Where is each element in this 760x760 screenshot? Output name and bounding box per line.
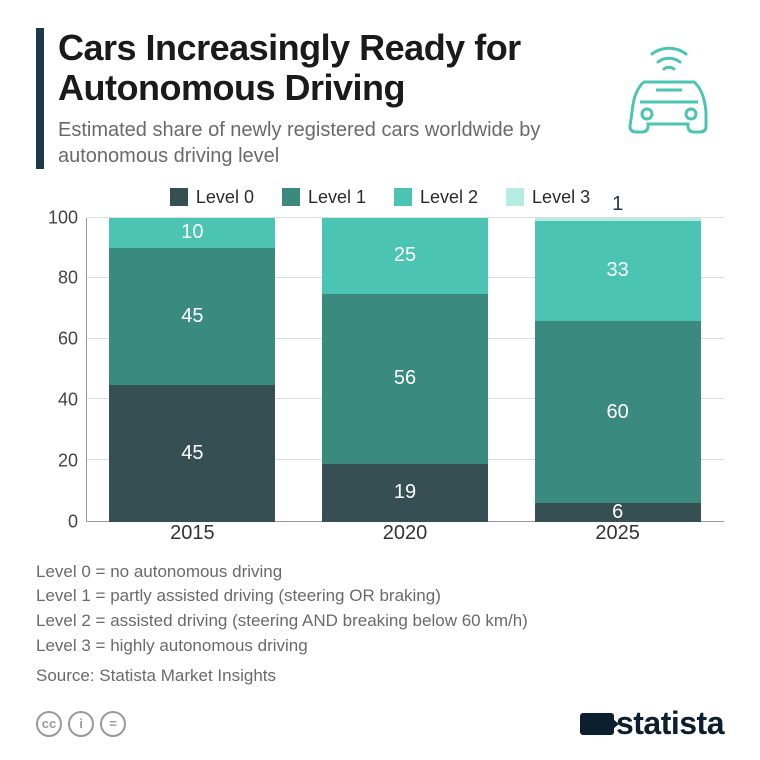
bar-segment: 45	[109, 248, 275, 385]
footer: cci= statista	[36, 705, 724, 742]
bar-segment: 6	[535, 503, 701, 521]
legend-label: Level 1	[308, 187, 366, 208]
y-tick-label: 60	[58, 329, 78, 350]
chart-title: Cars Increasingly Ready for Autonomous D…	[58, 28, 594, 109]
level-definitions: Level 0 = no autonomous drivingLevel 1 =…	[36, 560, 724, 659]
bar: 1 33 60 6	[535, 218, 701, 522]
bar-value-label: 45	[181, 305, 203, 328]
y-tick-label: 20	[58, 450, 78, 471]
legend-label: Level 0	[196, 187, 254, 208]
legend-item: Level 1	[282, 187, 366, 208]
legend-label: Level 3	[532, 187, 590, 208]
chart-subtitle: Estimated share of newly registered cars…	[58, 117, 594, 169]
bar-value-label: 45	[181, 442, 203, 465]
note-line: Level 2 = assisted driving (steering AND…	[36, 609, 724, 634]
x-tick-label: 2020	[322, 522, 488, 548]
legend-label: Level 2	[420, 187, 478, 208]
bars-container: 10 45 45 25 56 19 1 33 60 6	[86, 218, 724, 522]
x-axis-labels: 2015 2020 2025	[86, 522, 724, 548]
note-line: Level 3 = highly autonomous driving	[36, 634, 724, 659]
bar-segment: 56	[322, 294, 488, 464]
bar: 25 56 19	[322, 218, 488, 522]
bar-value-label: 25	[394, 244, 416, 267]
note-line: Level 0 = no autonomous driving	[36, 560, 724, 585]
y-tick-label: 80	[58, 268, 78, 289]
legend-swatch-icon	[282, 188, 300, 206]
bar-segment: 60	[535, 321, 701, 503]
brand-logo: statista	[580, 705, 724, 742]
brand-text: statista	[616, 705, 724, 742]
legend-swatch-icon	[394, 188, 412, 206]
cc-icon: cc	[36, 711, 62, 737]
y-tick-label: 100	[48, 207, 78, 228]
y-tick-label: 40	[58, 390, 78, 411]
license-icons: cci=	[36, 711, 126, 737]
bar-segment: 1	[535, 218, 701, 221]
header: Cars Increasingly Ready for Autonomous D…	[36, 28, 724, 169]
legend-item: Level 0	[170, 187, 254, 208]
legend-item: Level 3	[506, 187, 590, 208]
legend-swatch-icon	[170, 188, 188, 206]
y-tick-label: 0	[68, 511, 78, 532]
x-tick-label: 2015	[109, 522, 275, 548]
legend-swatch-icon	[506, 188, 524, 206]
bar-segment: 25	[322, 218, 488, 294]
bar-value-label: 60	[607, 401, 629, 424]
bar: 10 45 45	[109, 218, 275, 522]
bar-value-label: 56	[394, 367, 416, 390]
car-wifi-icon	[614, 34, 724, 149]
bar-segment: 19	[322, 464, 488, 522]
bar-segment: 10	[109, 218, 275, 248]
cc-icon: i	[68, 711, 94, 737]
source-text: Source: Statista Market Insights	[36, 666, 724, 686]
x-tick-label: 2025	[535, 522, 701, 548]
bar-segment: 33	[535, 221, 701, 321]
bar-value-label: 10	[181, 221, 203, 244]
bar-segment: 45	[109, 385, 275, 522]
note-line: Level 1 = partly assisted driving (steer…	[36, 584, 724, 609]
cc-icon: =	[100, 711, 126, 737]
y-axis: 020406080100	[36, 218, 86, 522]
bar-chart: 020406080100 104545255619133606 20152020…	[36, 218, 724, 548]
title-block: Cars Increasingly Ready for Autonomous D…	[36, 28, 594, 169]
bar-value-label: 19	[394, 481, 416, 504]
brand-mark-icon	[580, 713, 614, 735]
bar-value-label: 1	[612, 193, 623, 216]
bar-value-label: 6	[612, 501, 623, 524]
bar-value-label: 33	[607, 259, 629, 282]
legend-item: Level 2	[394, 187, 478, 208]
